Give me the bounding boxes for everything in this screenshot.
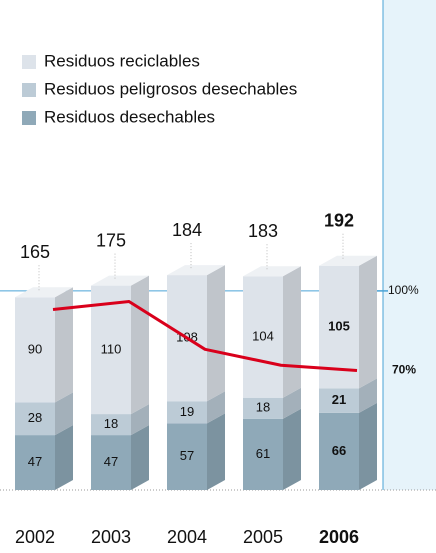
bar-segment (319, 388, 359, 413)
bar-segment-side (207, 265, 225, 402)
x-tick-label: 2006 (319, 527, 359, 547)
segment-label: 110 (101, 341, 122, 356)
segment-label: 90 (28, 341, 42, 356)
bar-segment (243, 418, 283, 490)
bar-segment (167, 401, 207, 424)
bar-side-shade (207, 391, 225, 424)
segment-label: 21 (332, 392, 346, 407)
bar-segment (15, 402, 55, 436)
bar-side-shade (283, 266, 301, 398)
bar-segment (167, 423, 207, 490)
bar-segment-side (207, 391, 225, 424)
bar-side-shade (131, 275, 149, 415)
bar-segment-side (283, 408, 301, 490)
segment-label: 57 (180, 448, 194, 463)
bar-segment-side (55, 392, 73, 436)
bar-segment-side (131, 404, 149, 436)
segment-label: 104 (252, 328, 274, 343)
x-tick-label: 2002 (15, 527, 55, 547)
bar-segment (91, 435, 131, 490)
bar-top (319, 255, 377, 266)
bar-side-shade (131, 404, 149, 436)
bar-segment-side (55, 425, 73, 490)
legend-swatch (22, 55, 36, 69)
bar-segment-side (283, 387, 301, 419)
bar-segment-side (359, 378, 377, 413)
legend-label: Residuos peligrosos desechables (44, 79, 297, 98)
total-label: 165 (20, 242, 50, 262)
bar-segment (243, 276, 283, 398)
x-tick-label: 2004 (167, 527, 207, 547)
bar-segment (15, 435, 55, 490)
segment-label: 47 (28, 454, 42, 469)
x-tick-label: 2003 (91, 527, 131, 547)
segment-label: 66 (332, 443, 346, 458)
bar-side-shade (359, 378, 377, 413)
bar-side-shade (55, 287, 73, 403)
bar-segment (319, 412, 359, 490)
bar-segment (91, 285, 131, 415)
legend-label: Residuos desechables (44, 107, 215, 126)
bar-segment-side (207, 413, 225, 490)
bar-segment-side (359, 255, 377, 389)
segment-label: 19 (180, 404, 194, 419)
bar-side-shade (55, 425, 73, 490)
bar-segment (15, 297, 55, 403)
total-label: 184 (172, 220, 202, 240)
y2-tick-label: 70% (392, 363, 416, 377)
bar-side-shade (55, 392, 73, 436)
bar-top (167, 265, 225, 276)
bar-side-shade (131, 425, 149, 490)
bar-segment (91, 414, 131, 436)
total-label: 183 (248, 221, 278, 241)
segment-label: 28 (28, 410, 42, 425)
y2-tick-label: 100% (388, 283, 419, 297)
bar-segment (243, 397, 283, 419)
legend-swatch (22, 111, 36, 125)
segment-label: 61 (256, 446, 270, 461)
segment-label: 105 (328, 319, 350, 334)
segment-label: 18 (256, 400, 270, 415)
bar-side-shade (207, 265, 225, 402)
bar-side-shade (207, 413, 225, 490)
bar-segment-side (359, 402, 377, 490)
x-tick-label: 2005 (243, 527, 283, 547)
legend-swatch (22, 83, 36, 97)
total-label: 192 (324, 210, 354, 230)
bar-top (243, 266, 301, 277)
bar-top (91, 275, 149, 286)
segment-label: 47 (104, 454, 118, 469)
segment-label: 18 (104, 416, 118, 431)
bar-side-shade (359, 402, 377, 490)
axis-panel (383, 0, 436, 490)
bar-segment-side (131, 425, 149, 490)
bar-top (15, 287, 73, 298)
legend-label: Residuos reciclables (44, 51, 200, 70)
bar-side-shade (283, 387, 301, 419)
bar-side-shade (359, 255, 377, 389)
bar-side-shade (283, 408, 301, 490)
total-label: 175 (96, 230, 126, 250)
bar-segment-side (55, 287, 73, 403)
ratio-line (52, 300, 358, 373)
